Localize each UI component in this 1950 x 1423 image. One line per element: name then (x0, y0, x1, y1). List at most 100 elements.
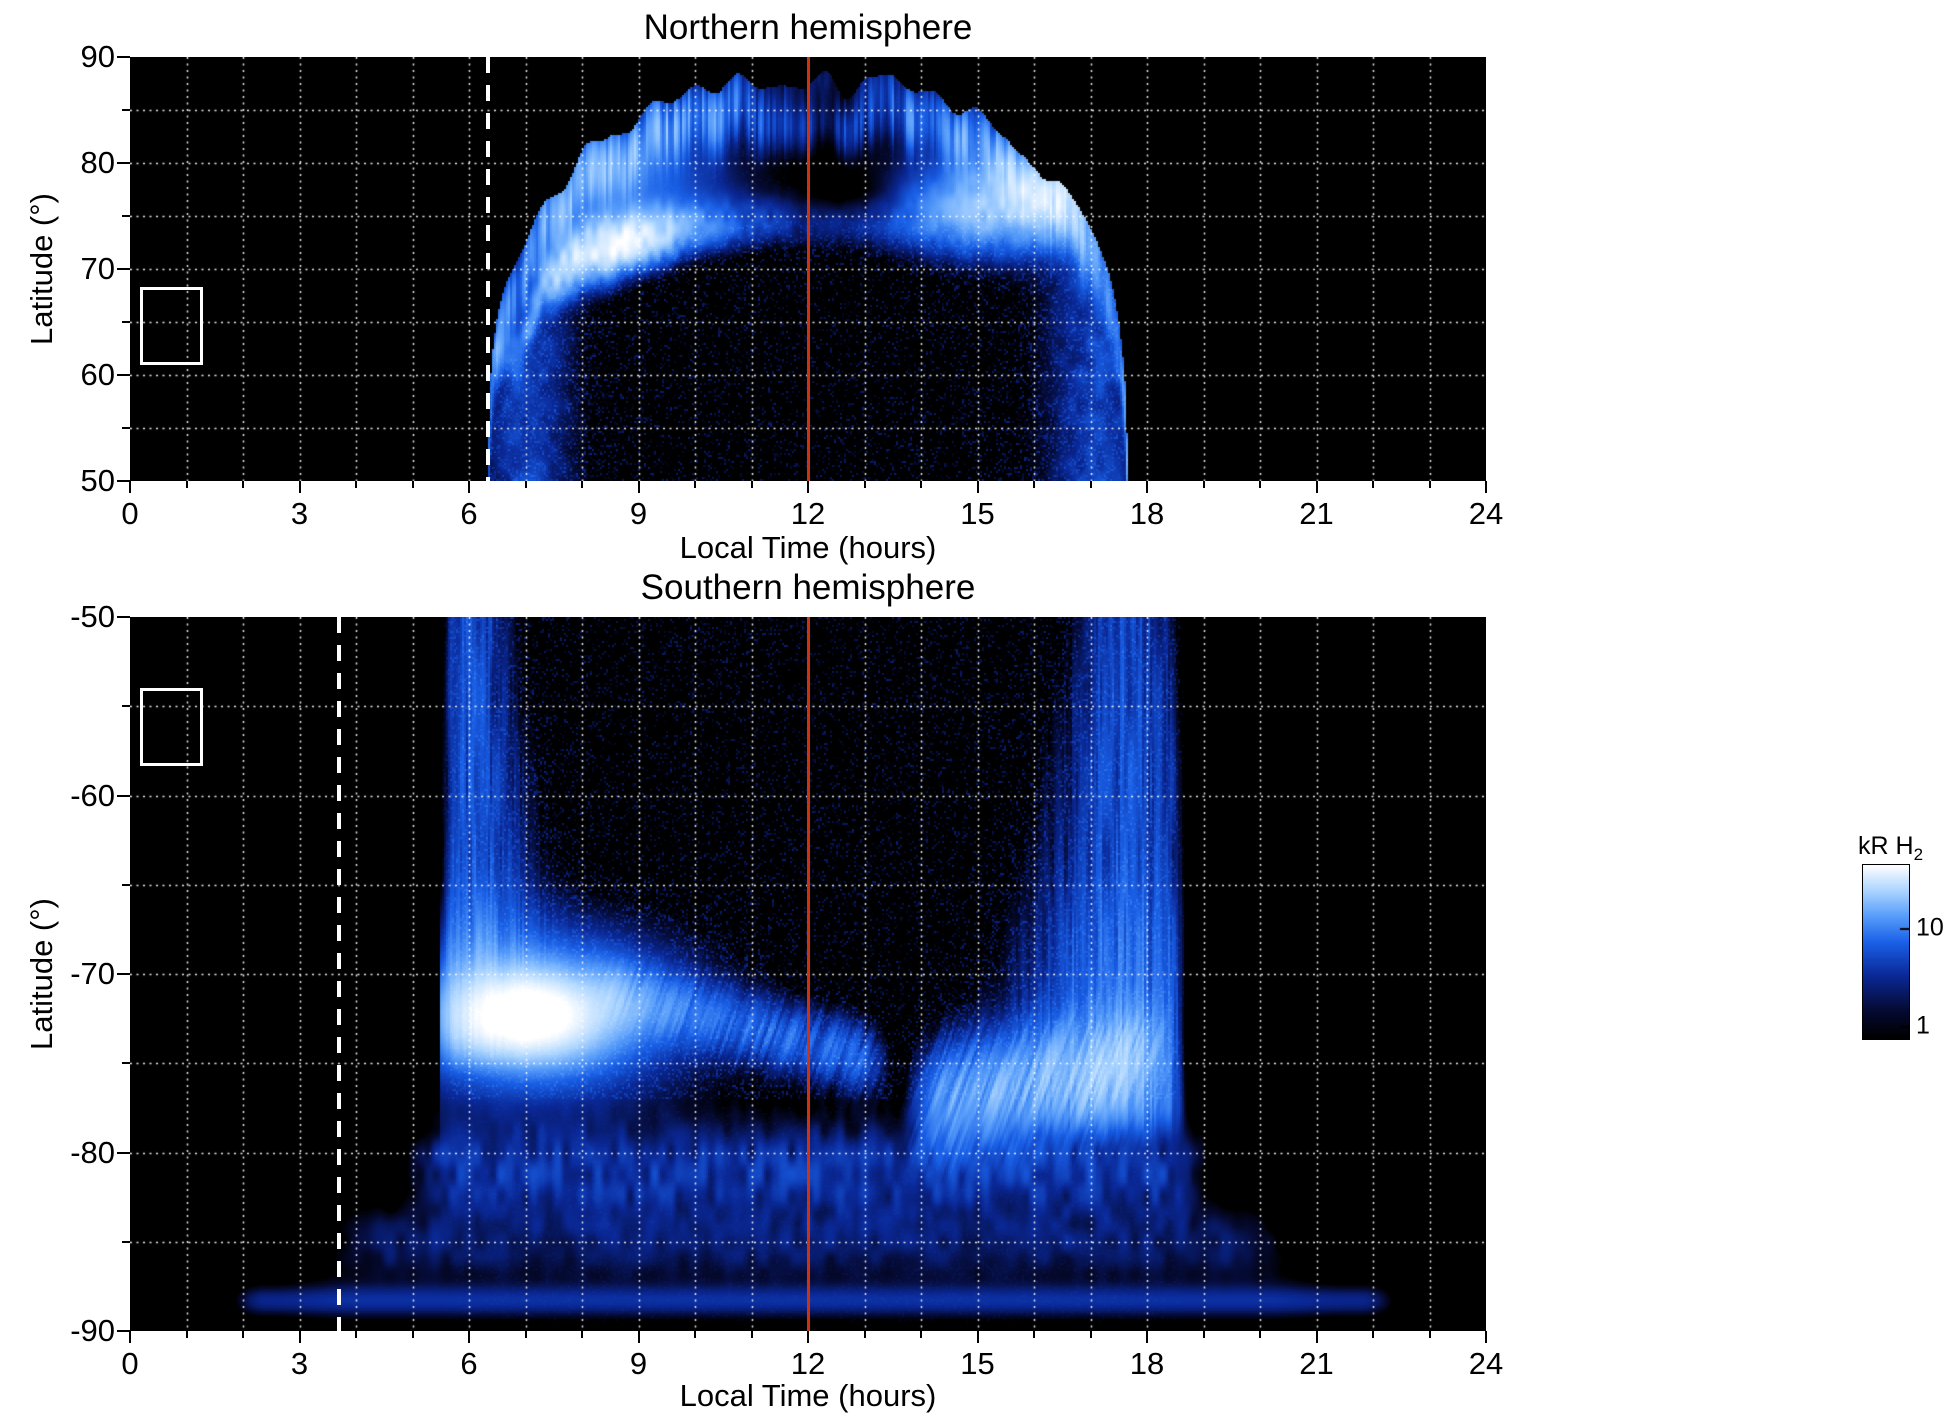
y-tick-mark (122, 215, 130, 217)
y-tick-mark (117, 616, 130, 618)
x-tick-mark (1372, 1331, 1374, 1338)
y-tick-mark (122, 427, 130, 429)
x-tick-mark (242, 1331, 244, 1338)
y-tick-mark (117, 374, 130, 376)
colorbar-gradient (1862, 864, 1910, 1040)
x-tick-mark (298, 1331, 301, 1343)
y-tick-mark (117, 56, 130, 58)
x-tick-mark (920, 481, 922, 488)
x-tick-mark (637, 481, 640, 493)
x-tick-mark (581, 481, 583, 488)
x-tick-mark (129, 1331, 131, 1343)
y-tick-label: -90 (70, 1313, 115, 1348)
y-tick-label: 50 (80, 463, 115, 498)
x-tick-mark (1089, 1331, 1092, 1338)
colorbar-label-subscript: 2 (1913, 845, 1924, 864)
y-tick-mark (117, 480, 130, 482)
colorbar-tick-label: 10 (1916, 913, 1944, 942)
x-tick-label: 6 (460, 1346, 478, 1381)
y-tick-label: 60 (80, 357, 115, 392)
x-tick-mark (807, 1331, 809, 1343)
x-tick-mark (863, 481, 866, 488)
x-tick-mark (694, 481, 696, 488)
x-tick-mark (1146, 1331, 1148, 1343)
x-tick-mark (242, 481, 244, 488)
x-tick-mark (637, 1331, 640, 1343)
x-tick-mark (298, 481, 301, 493)
x-tick-mark (1428, 481, 1431, 488)
x-tick-mark (1315, 1331, 1318, 1343)
x-tick-label: 3 (290, 496, 309, 531)
x-tick-mark (1485, 481, 1487, 493)
x-tick-mark (1372, 481, 1374, 488)
plot-area-north (130, 57, 1486, 481)
x-axis-label-north: Local Time (hours) (679, 530, 937, 565)
x-tick-mark (694, 1331, 696, 1338)
x-tick-mark (468, 481, 470, 493)
y-tick-mark (117, 1330, 130, 1332)
x-tick-mark (1202, 481, 1205, 488)
y-tick-label: -70 (70, 956, 115, 991)
y-tick-label: 90 (80, 39, 115, 74)
x-tick-mark (1428, 1331, 1431, 1338)
x-tick-label: 15 (960, 1346, 995, 1381)
x-tick-label: 0 (121, 1346, 139, 1381)
heatmap-canvas-north (130, 57, 1486, 481)
x-tick-mark (185, 1331, 188, 1338)
x-tick-mark (524, 481, 527, 488)
x-tick-mark (920, 1331, 922, 1338)
y-tick-mark (122, 705, 130, 708)
plot-area-south (130, 617, 1486, 1331)
x-tick-mark (1033, 1331, 1035, 1338)
x-tick-mark (581, 1331, 583, 1338)
x-axis-label-south: Local Time (hours) (679, 1378, 937, 1413)
x-tick-mark (1089, 481, 1092, 488)
y-tick-mark (122, 321, 130, 323)
x-tick-mark (185, 481, 188, 488)
y-tick-mark (117, 794, 130, 797)
x-tick-mark (524, 1331, 527, 1338)
x-tick-mark (750, 481, 753, 488)
x-tick-mark (1202, 1331, 1205, 1338)
y-tick-mark (122, 883, 130, 886)
x-tick-mark (1315, 481, 1318, 493)
x-tick-mark (750, 1331, 753, 1338)
x-tick-label: 12 (790, 496, 826, 531)
y-tick-mark (122, 1240, 130, 1243)
x-tick-label: 9 (629, 1346, 648, 1381)
x-tick-label: 24 (1468, 1346, 1504, 1381)
x-tick-label: 15 (960, 496, 995, 531)
x-tick-label: 21 (1299, 496, 1334, 531)
x-tick-label: 3 (290, 1346, 309, 1381)
x-tick-mark (1485, 1331, 1487, 1343)
x-tick-mark (468, 1331, 470, 1343)
x-tick-mark (1259, 1331, 1261, 1338)
x-tick-label: 18 (1129, 1346, 1165, 1381)
y-tick-label: -50 (70, 599, 115, 634)
x-tick-mark (1259, 481, 1261, 488)
x-tick-label: 6 (460, 496, 478, 531)
colorbar-tick-label: 1 (1916, 1011, 1930, 1040)
y-tick-mark (117, 973, 130, 975)
x-tick-mark (1146, 481, 1148, 493)
x-tick-label: 12 (790, 1346, 826, 1381)
x-tick-mark (411, 1331, 414, 1338)
x-tick-mark (355, 481, 357, 488)
y-tick-mark (117, 162, 130, 164)
x-tick-mark (976, 481, 979, 493)
x-tick-label: 18 (1129, 496, 1165, 531)
panel-title-north: Northern hemisphere (643, 8, 973, 47)
y-tick-mark (122, 109, 130, 111)
y-tick-label: 80 (80, 145, 115, 180)
x-tick-mark (355, 1331, 357, 1338)
y-tick-mark (117, 1151, 130, 1154)
y-tick-label: -60 (70, 777, 115, 813)
x-tick-mark (976, 1331, 979, 1343)
x-tick-mark (1033, 481, 1035, 488)
y-tick-label: -80 (70, 1134, 115, 1170)
x-tick-label: 9 (629, 496, 648, 531)
x-tick-label: 24 (1468, 496, 1504, 531)
colorbar-label: kR H2 (1858, 832, 1923, 865)
colorbar-label-text: kR H (1858, 832, 1914, 860)
